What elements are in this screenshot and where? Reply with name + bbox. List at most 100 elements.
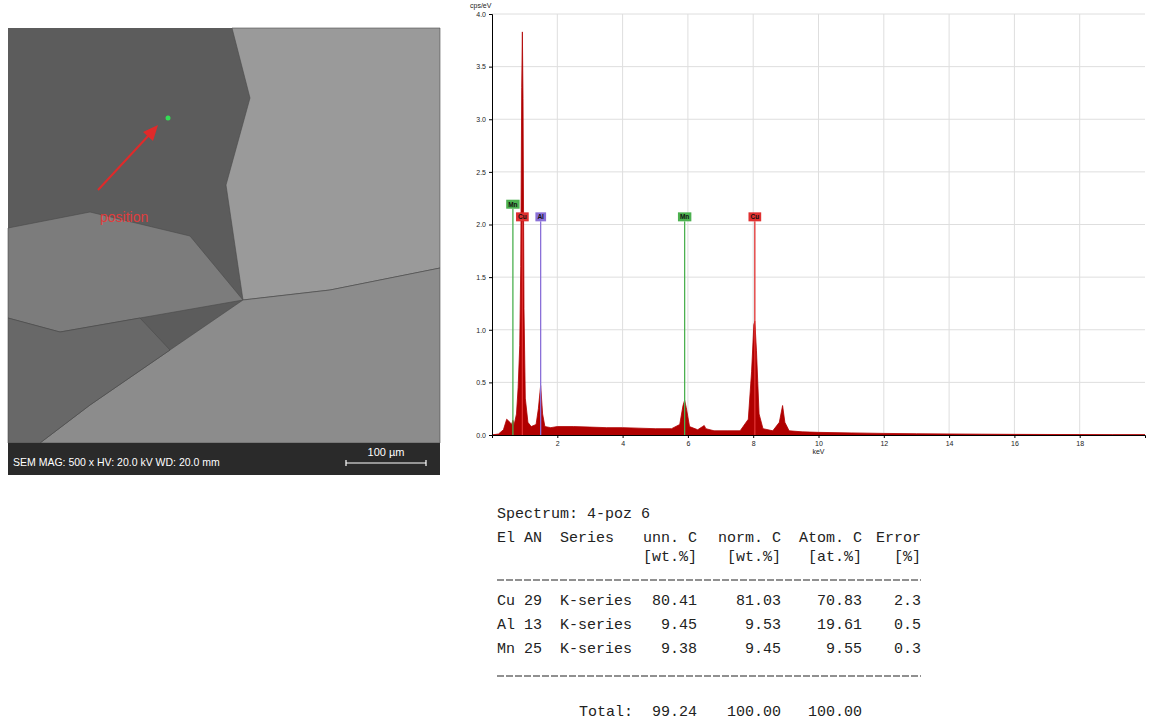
y-tick-mark <box>489 225 492 226</box>
x-tick-label: 2 <box>556 440 560 447</box>
table-cell: 9.55 <box>826 641 862 658</box>
table-header: norm. C <box>718 530 781 547</box>
table-rule <box>497 579 921 580</box>
grain-bottom-left <box>8 318 170 443</box>
position-label: position <box>100 209 148 225</box>
x-tick-label: 4 <box>621 440 625 447</box>
sem-panel: SEM MAG: 500 x HV: 20.0 kV WD: 20.0 mm10… <box>8 28 440 475</box>
table-header: Error <box>876 530 921 547</box>
element-line <box>754 221 755 435</box>
sem-info-bar <box>8 443 440 475</box>
table-header: unn. C <box>643 530 697 547</box>
y-tick-mark <box>489 119 492 120</box>
x-tick-label: 8 <box>752 440 756 447</box>
x-axis: 24681012141618 <box>493 435 1146 447</box>
eds-table: Spectrum: 4-poz 6ElANSeriesunn. Cnorm. C… <box>497 506 921 721</box>
table-total: 99.24 <box>652 704 697 721</box>
table-cell: 2.3 <box>894 593 921 610</box>
x-tick-label: 18 <box>1076 440 1084 447</box>
sem-info: SEM MAG: 500 x HV: 20.0 kV WD: 20.0 mm <box>13 456 220 468</box>
x-tick: 6 <box>686 435 690 447</box>
y-tick-label: 3.5 <box>476 63 486 70</box>
x-tick-label: 16 <box>1011 440 1019 447</box>
y-axis-line <box>489 15 493 436</box>
table-header: Atom. C <box>799 530 862 547</box>
x-tick-mark <box>753 435 754 438</box>
element-label-box <box>506 200 519 209</box>
x-tick-mark <box>557 435 558 438</box>
grid <box>492 14 1145 435</box>
x-tick: 14 <box>946 435 954 447</box>
position-dot <box>166 116 171 121</box>
y-tick-label: 0.0 <box>476 432 486 439</box>
table-cell: 9.53 <box>745 617 781 634</box>
y-tick: 2.5 <box>476 169 492 176</box>
table-cell: 9.45 <box>745 641 781 658</box>
x-tick-mark <box>884 435 885 438</box>
table-cell: 0.3 <box>894 641 921 658</box>
x-tick-mark <box>1014 435 1015 438</box>
y-tick-mark <box>489 172 492 173</box>
table-cell: 9.45 <box>661 617 697 634</box>
table-cell: 0.5 <box>894 617 921 634</box>
element-line <box>684 221 685 435</box>
y-axis: 0.00.51.01.52.02.53.03.54.0 <box>476 11 492 439</box>
x-tick-label: 14 <box>946 440 954 447</box>
spectrum <box>492 32 1145 435</box>
table-cell: Cu <box>497 593 515 610</box>
x-tick: 10 <box>815 435 823 447</box>
x-tick-mark <box>623 435 624 438</box>
table-cell: 80.41 <box>652 593 697 610</box>
arrow-shaft <box>98 134 150 190</box>
y-tick-label: 1.0 <box>476 326 486 333</box>
grid-line-y <box>492 277 1145 278</box>
table-cell: 29 <box>524 593 542 610</box>
y-tick: 4.0 <box>476 11 492 18</box>
y-tick: 2.0 <box>476 221 492 228</box>
y-tick: 1.5 <box>476 274 492 281</box>
element-label-box <box>516 212 529 221</box>
grid-line-y <box>492 119 1145 120</box>
table-cell: 9.38 <box>661 641 697 658</box>
table-cell: K-series <box>560 593 632 610</box>
table-cell: Al <box>497 617 515 634</box>
grid-line-y <box>492 171 1145 172</box>
y-tick-mark <box>489 67 492 68</box>
table-unit: [%] <box>894 549 921 566</box>
table-cell: 19.61 <box>817 617 862 634</box>
element-label-box <box>535 212 546 221</box>
element-line <box>522 221 523 435</box>
element-label: Al <box>535 212 546 221</box>
y-tick-mark <box>489 382 492 383</box>
sem-background <box>8 28 440 443</box>
grid-line-y <box>492 382 1145 383</box>
grid-line-y <box>492 224 1145 225</box>
x-tick-mark <box>819 435 820 438</box>
table-cell: K-series <box>560 641 632 658</box>
element-label-box <box>748 212 761 221</box>
y-tick: 1.0 <box>476 326 492 333</box>
table-header: AN <box>524 530 542 547</box>
table-cell: 25 <box>524 641 542 658</box>
x-tick: 18 <box>1076 435 1084 447</box>
y-tick-label: 1.5 <box>476 274 486 281</box>
table-unit: [at.%] <box>808 549 862 566</box>
table-cell: 70.83 <box>817 593 862 610</box>
x-tick: 8 <box>752 435 756 447</box>
plot-area <box>492 32 1145 435</box>
x-tick-label: 6 <box>686 440 690 447</box>
element-label-text: Mn <box>508 201 517 208</box>
grain-left-band <box>8 212 243 332</box>
y-tick-mark <box>489 330 492 331</box>
x-tick: 4 <box>621 435 625 447</box>
x-axis-line <box>493 436 1146 439</box>
grain-right <box>226 28 440 300</box>
table-unit: [wt.%] <box>727 549 781 566</box>
y-tick: 0.5 <box>476 379 492 386</box>
table-unit: [wt.%] <box>643 549 697 566</box>
element-label-text: Cu <box>518 213 527 220</box>
table-cell: Mn <box>497 641 515 658</box>
element-line <box>540 221 541 435</box>
y-tick-label: 4.0 <box>476 11 486 18</box>
x-tick: 2 <box>556 435 560 447</box>
